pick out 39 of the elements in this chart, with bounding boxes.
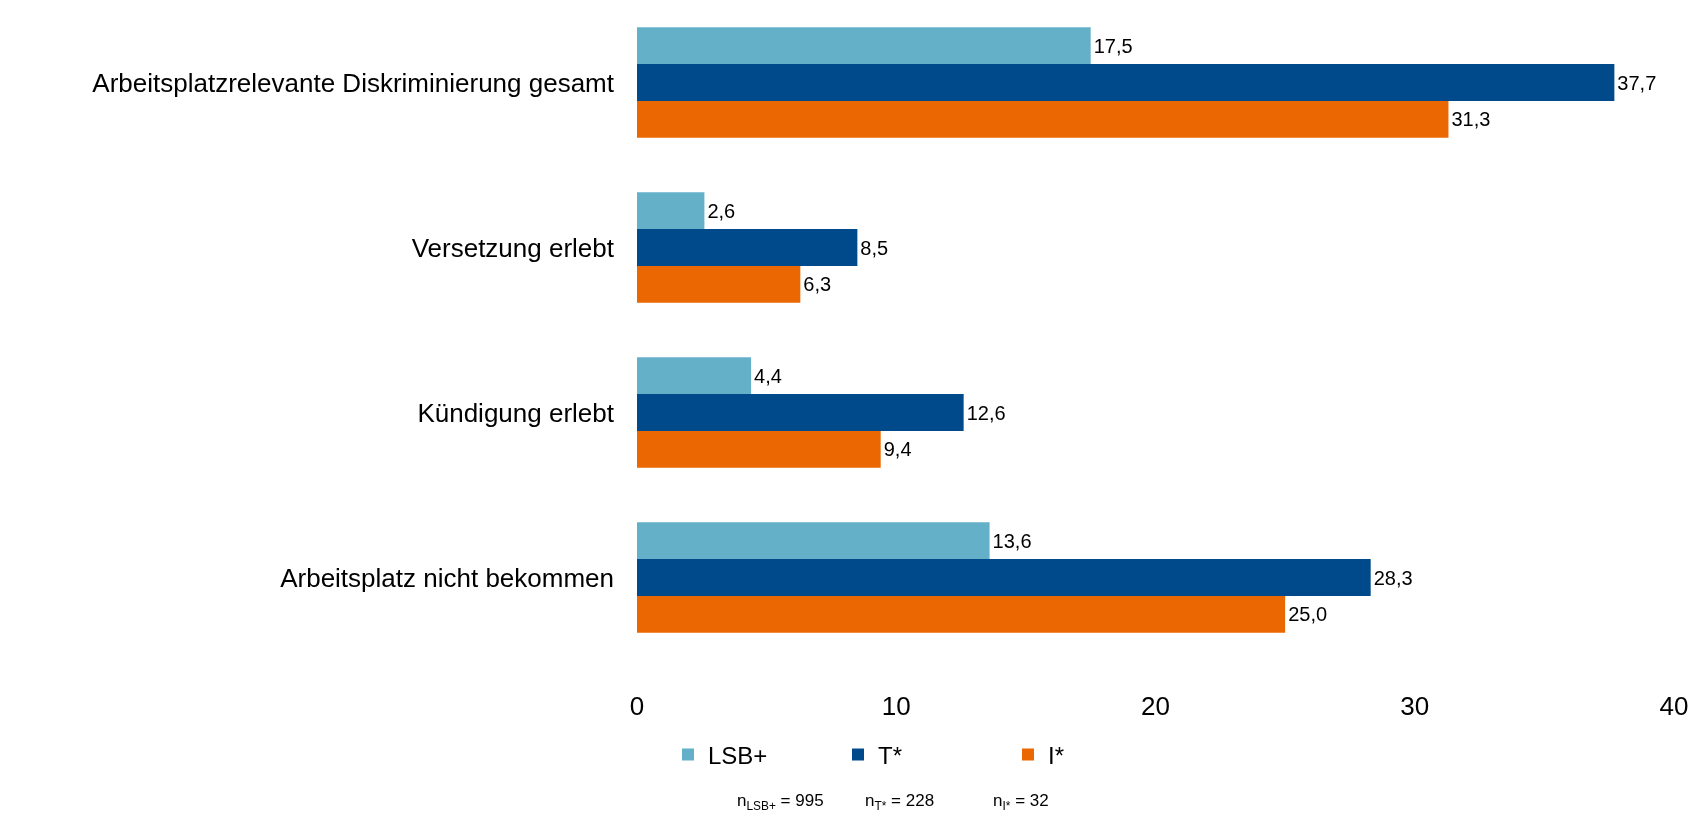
data-label: 12,6: [966, 401, 1006, 424]
bar: [637, 394, 964, 431]
text: n$_{T*}$ = 228: [865, 791, 935, 813]
legend-label: LSB+: [708, 741, 768, 769]
legend-label: T*: [878, 741, 902, 769]
x-tick-label: 10: [881, 691, 911, 721]
bar: [637, 229, 858, 266]
legend-label: I*: [1048, 741, 1065, 769]
data-label: 2,6: [707, 199, 736, 222]
data-label: 8,5: [860, 236, 889, 259]
data-label: 25,0: [1288, 603, 1328, 626]
data-label: 4,4: [754, 364, 782, 387]
data-label: 6,3: [803, 273, 832, 296]
data-label: 17,5: [1093, 34, 1133, 57]
y-tick-label: Arbeitsplatzrelevante Diskriminierung gesamt: [92, 67, 615, 98]
text: n$_{I*}$ = 32: [993, 791, 1049, 813]
bar: [637, 357, 752, 395]
bar: [637, 27, 1091, 65]
text: n$_{LSB+}$ = 995: [737, 791, 824, 813]
bar: [637, 100, 1449, 138]
data-label: 31,3: [1451, 108, 1491, 131]
data-label: 13,6: [992, 529, 1032, 552]
bar: [637, 559, 1371, 596]
bar: [637, 595, 1286, 633]
y-tick-label: Kündigung erlebt: [417, 397, 615, 428]
y-tick-label: Versetzung erlebt: [411, 232, 615, 263]
x-tick-label: 0: [629, 691, 645, 721]
bar: [637, 522, 990, 560]
x-tick-label: 30: [1400, 691, 1430, 721]
data-label: 37,7: [1617, 71, 1657, 94]
data-label: 28,3: [1373, 566, 1413, 589]
bar: [637, 430, 881, 468]
x-tick-label: 40: [1659, 691, 1689, 721]
bar: [637, 64, 1615, 101]
data-label: 9,4: [883, 438, 912, 461]
bar: [637, 265, 801, 303]
x-tick-label: 20: [1141, 691, 1170, 721]
y-tick-label: Arbeitsplatz nicht bekommen: [280, 562, 614, 593]
bar: [637, 192, 705, 230]
